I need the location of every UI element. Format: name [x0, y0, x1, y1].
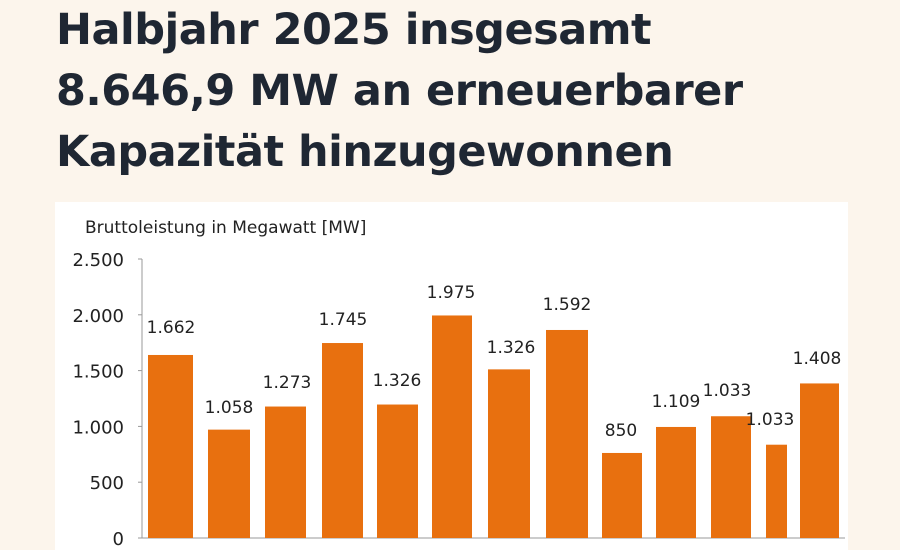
y-axis-label: Bruttoleistung in Megawatt [MW] — [85, 218, 366, 238]
page-title: Halbjahr 2025 insgesamt 8.646,9 MW an er… — [56, 0, 743, 183]
data-label: 1.592 — [543, 295, 592, 315]
y-tick-label: 1.500 — [72, 362, 124, 383]
y-tick-label: 2.500 — [72, 250, 124, 271]
bar — [432, 315, 472, 538]
title-line-1: Halbjahr 2025 insgesamt — [56, 5, 652, 55]
bar — [656, 426, 696, 538]
data-label: 1.975 — [427, 283, 476, 303]
bar — [800, 383, 839, 538]
bar — [488, 369, 530, 538]
data-label: 1.058 — [205, 398, 254, 418]
data-label: 850 — [605, 421, 637, 441]
title-line-2: 8.646,9 MW an erneuerbarer — [56, 66, 743, 116]
bar — [208, 429, 250, 538]
bar — [265, 406, 306, 538]
bar — [377, 404, 418, 538]
bar — [322, 343, 363, 538]
data-label: 1.033 — [703, 381, 752, 401]
bar — [546, 329, 588, 538]
y-tick-label: 0 — [113, 529, 124, 550]
data-label: 1.326 — [373, 371, 422, 391]
data-label: 1.033 — [746, 410, 795, 430]
y-tick-label: 2.000 — [72, 306, 124, 327]
bar — [766, 444, 787, 538]
bar — [711, 416, 751, 538]
y-tick-label: 1.000 — [72, 417, 124, 438]
bar — [148, 354, 193, 538]
data-label: 1.273 — [263, 373, 312, 393]
title-line-3: Kapazität hinzugewonnen — [56, 127, 674, 177]
data-label: 1.109 — [652, 392, 701, 412]
data-label: 1.745 — [319, 310, 368, 330]
data-label: 1.408 — [793, 349, 842, 369]
data-label: 1.662 — [147, 318, 196, 338]
y-tick-label: 500 — [90, 473, 124, 494]
bar — [602, 452, 642, 538]
data-label: 1.326 — [487, 338, 536, 358]
